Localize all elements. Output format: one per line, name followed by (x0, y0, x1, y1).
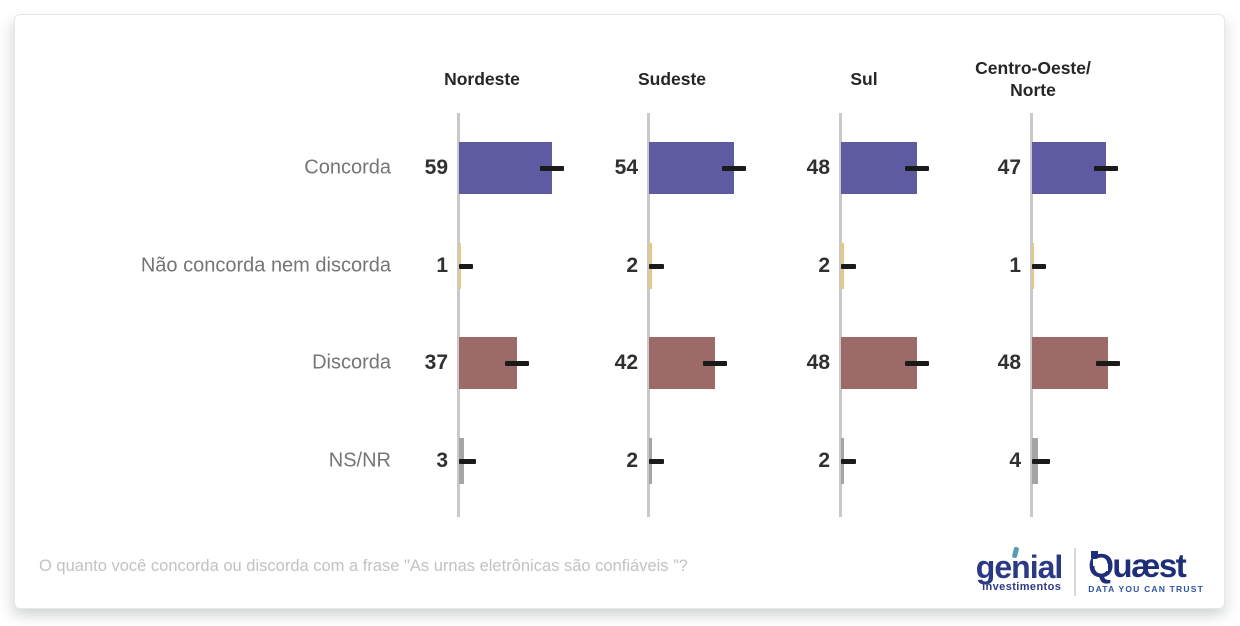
axis-line (457, 113, 460, 517)
bar (841, 337, 917, 389)
survey-question-text: O quanto você concorda ou discorda com a… (39, 557, 688, 575)
bar-value: 2 (818, 254, 830, 277)
column-header-line: Norte (1010, 80, 1056, 100)
column-header: Centro-Oeste/Norte (923, 55, 1143, 103)
value-marker (459, 458, 476, 464)
column-header: Nordeste (372, 55, 592, 103)
bar (1032, 142, 1107, 194)
value-marker (722, 165, 747, 171)
brand-logos: genial investimentos Quæst DATA YOU CAN … (975, 546, 1204, 596)
value-marker (841, 263, 857, 269)
value-marker (841, 458, 857, 464)
row-label: Discorda (312, 351, 391, 374)
genial-logo: genial investimentos (975, 546, 1063, 593)
bar-value: 1 (436, 254, 448, 277)
value-marker (540, 165, 565, 171)
chart-card: Concorda Não concorda nem discorda Discord… (14, 14, 1225, 609)
bar-value: 1 (1009, 254, 1021, 277)
column-header: Sudeste (562, 55, 782, 103)
value-marker (1032, 458, 1051, 464)
bar-value: 2 (626, 449, 638, 472)
column-header: Sul (754, 55, 974, 103)
bar-value: 2 (626, 254, 638, 277)
bar (649, 142, 735, 194)
bar-value: 54 (614, 156, 638, 179)
value-marker (904, 165, 929, 171)
row-label: Não concorda nem discorda (140, 254, 391, 277)
bar-value: 2 (818, 449, 830, 472)
logo-divider (1074, 548, 1077, 596)
value-marker (1095, 360, 1120, 366)
bar-value: 48 (806, 351, 830, 374)
axis-line (1030, 113, 1033, 517)
axis-line (839, 113, 842, 517)
column-header-line: Nordeste (444, 69, 520, 89)
quaest-logo-text: Quæst (1088, 547, 1187, 584)
bar-value: 48 (806, 156, 830, 179)
value-marker (904, 360, 929, 366)
genial-logo-text: genial (975, 548, 1063, 585)
row-label: NS/NR (328, 449, 391, 472)
value-marker (703, 360, 728, 366)
axis-line (647, 113, 650, 517)
bar-value: 4 (1009, 449, 1021, 472)
bar-value: 47 (997, 156, 1021, 179)
value-marker (1032, 263, 1046, 269)
bar-value: 37 (424, 351, 448, 374)
grouped-bar-chart: Concorda Não concorda nem discorda Discord… (15, 15, 1224, 608)
value-marker (1094, 165, 1119, 171)
bar-value: 48 (997, 351, 1021, 374)
value-marker (459, 263, 473, 269)
bar (841, 142, 917, 194)
genial-logo-subtext: investimentos (982, 580, 1062, 593)
row-label: Concorda (304, 156, 391, 179)
value-marker (649, 458, 665, 464)
column-header-line: Sul (850, 69, 878, 89)
bar (459, 142, 553, 194)
value-marker (505, 360, 530, 366)
bar-value: 59 (424, 156, 448, 179)
value-marker (649, 263, 665, 269)
bar-value: 42 (614, 351, 638, 374)
column-header-line: Centro-Oeste/ (975, 58, 1091, 78)
column-header-line: Sudeste (637, 69, 707, 89)
quaest-logo: Quæst DATA YOU CAN TRUST (1088, 547, 1204, 594)
quaest-pixel-icon (1093, 559, 1101, 566)
bar (1032, 337, 1108, 389)
quaest-tagline: DATA YOU CAN TRUST (1088, 584, 1204, 594)
bar-value: 3 (436, 449, 448, 472)
